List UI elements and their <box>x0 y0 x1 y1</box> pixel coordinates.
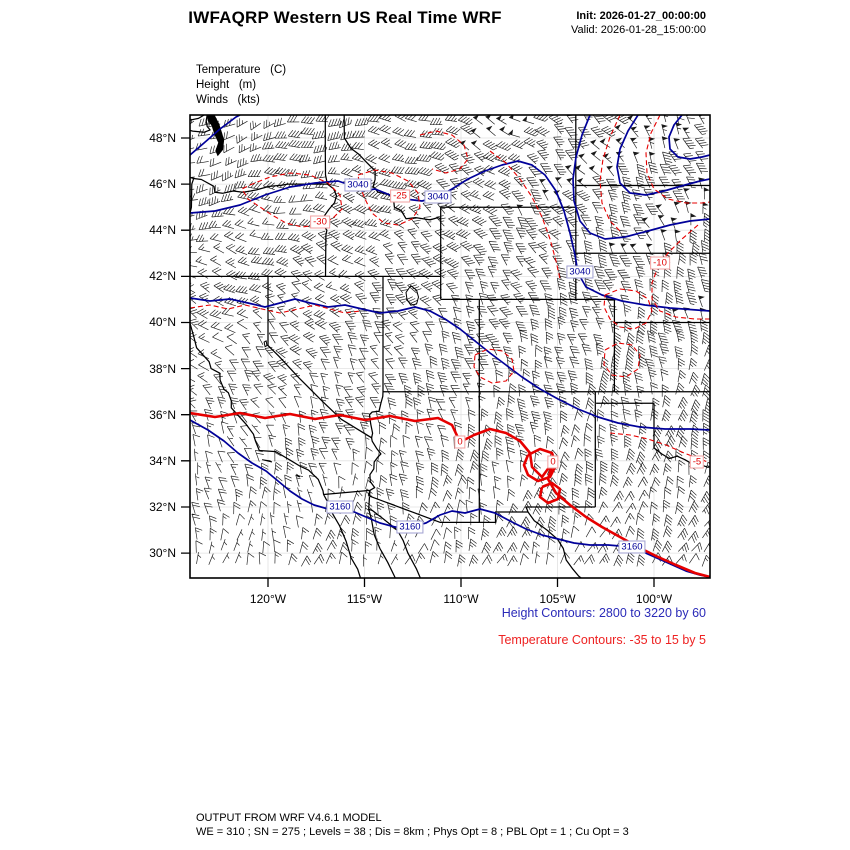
lat-tick-label: 30°N <box>149 546 176 561</box>
lat-tick-label: 42°N <box>149 269 176 284</box>
lat-tick-label: 34°N <box>149 453 176 468</box>
lat-tick-label: 40°N <box>149 315 176 330</box>
legend-temperature: Temperature (C) <box>196 64 287 76</box>
lat-tick-label: 46°N <box>149 177 176 192</box>
model-config-note: WE = 310 ; SN = 275 ; Levels = 38 ; Dis … <box>196 826 629 838</box>
height-contour-caption: Height Contours: 2800 to 3220 by 60 <box>501 606 706 620</box>
weather-map <box>181 114 711 587</box>
lat-tick-label: 38°N <box>149 361 176 376</box>
lat-tick-label: 36°N <box>149 407 176 422</box>
temperature-contour-caption: Temperature Contours: -35 to 15 by 5 <box>498 633 706 647</box>
lat-tick-label: 44°N <box>149 223 176 238</box>
lat-tick-label: 48°N <box>149 131 176 145</box>
valid-timestamp: Valid: 2026-01-28_15:00:00 <box>571 24 706 36</box>
lat-tick-label: 32°N <box>149 499 176 514</box>
page-title: IWFAQRP Western US Real Time WRF <box>188 8 502 27</box>
legend-winds: Winds (kts) <box>196 94 260 106</box>
init-timestamp: Init: 2026-01-27_00:00:00 <box>576 10 706 22</box>
model-output-note: OUTPUT FROM WRF V4.6.1 MODEL <box>196 812 382 824</box>
legend-height: Height (m) <box>196 79 257 91</box>
